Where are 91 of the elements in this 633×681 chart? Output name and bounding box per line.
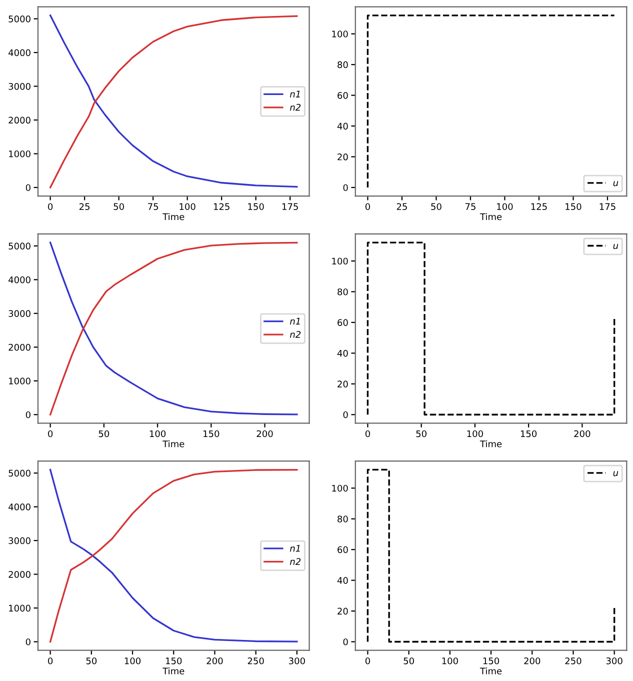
x-tick-label: 50 — [86, 657, 97, 664]
y-tick-label: 3000 — [8, 537, 30, 544]
y-tick-label: 100 — [332, 484, 348, 492]
y-tick-label: 40 — [337, 350, 348, 357]
x-tick-label: 25 — [396, 203, 407, 210]
y-tick-label: 2000 — [8, 116, 30, 124]
x-tick-label: 100 — [150, 430, 166, 438]
y-tick-label: 80 — [338, 61, 348, 68]
x-axis-title: Time — [480, 667, 502, 674]
x-tick-label: 300 — [289, 657, 305, 664]
x-tick-label: 0 — [48, 430, 53, 438]
x-tick-label: 150 — [566, 203, 582, 210]
x-tick-label: 100 — [467, 430, 483, 438]
legend-label: n2 — [290, 558, 301, 565]
legend-label: n1 — [290, 90, 300, 98]
y-tick-label: 4000 — [8, 49, 30, 56]
legend-label: n1 — [290, 545, 300, 552]
x-tick-label: 250 — [248, 657, 264, 664]
y-tick-label: 0 — [343, 184, 348, 192]
y-tick-label: 5000 — [8, 242, 30, 250]
x-tick-label: 125 — [214, 203, 230, 210]
y-tick-label: 100 — [332, 30, 348, 38]
x-tick-label: 0 — [365, 657, 370, 664]
x-tick-label: 150 — [166, 657, 182, 664]
y-tick-label: 20 — [338, 608, 348, 615]
y-tick-label: 20 — [338, 153, 348, 160]
y-tick-label: 80 — [338, 288, 348, 296]
x-tick-label: 175 — [282, 203, 298, 210]
y-tick-label: 60 — [338, 319, 348, 326]
x-tick-label: 300 — [606, 657, 622, 664]
x-tick-label: 200 — [206, 657, 223, 664]
y-tick-label: 4000 — [8, 276, 30, 284]
y-tick-label: 3000 — [8, 310, 30, 317]
x-tick-label: 150 — [248, 203, 264, 210]
y-tick-label: 0 — [26, 638, 30, 646]
text: u — [613, 244, 618, 250]
y-tick-label: 5000 — [8, 16, 30, 22]
x-tick-label: 50 — [404, 657, 414, 664]
x-tick-label: 175 — [600, 203, 616, 210]
y-tick-label: 1000 — [9, 150, 30, 158]
x-tick-label: 0 — [48, 657, 53, 664]
x-tick-label: 100 — [124, 657, 141, 664]
x-tick-label: 150 — [204, 430, 220, 438]
legend-label: n2 — [290, 331, 301, 338]
x-tick-label: 0 — [365, 430, 370, 438]
x-tick-label: 0 — [48, 203, 53, 210]
x-tick-label: 75 — [465, 203, 476, 210]
y-tick-label: 60 — [338, 92, 348, 99]
x-tick-label: 150 — [483, 657, 500, 664]
y-tick-label: 5000 — [8, 470, 30, 477]
y-tick-label: 3000 — [8, 82, 30, 90]
x-tick-label: 100 — [180, 203, 196, 210]
x-axis-title: Time — [162, 440, 184, 448]
x-tick-label: 200 — [256, 430, 273, 438]
x-tick-label: 100 — [442, 657, 458, 664]
y-tick-label: 100 — [332, 258, 348, 265]
y-tick-label: 4000 — [8, 504, 30, 510]
y-tick-label: 40 — [337, 122, 348, 130]
x-axis-title: Time — [480, 440, 502, 448]
x-tick-label: 50 — [98, 430, 110, 438]
y-tick-label: 60 — [338, 546, 348, 554]
x-tick-label: 0 — [365, 203, 370, 210]
y-tick-label: 0 — [343, 411, 348, 418]
x-tick-label: 75 — [148, 203, 158, 210]
x-axis-title: Time — [162, 213, 184, 220]
legend-label: n1 — [290, 318, 300, 324]
x-tick-label: 150 — [520, 430, 537, 438]
y-tick-label: 20 — [338, 380, 348, 388]
y-tick-label: 2000 — [8, 344, 30, 351]
x-tick-label: 200 — [574, 430, 590, 438]
x-tick-label: 125 — [531, 203, 547, 210]
x-tick-label: 50 — [114, 203, 124, 210]
y-tick-label: 2000 — [8, 571, 30, 578]
y-tick-label: 80 — [338, 516, 348, 522]
x-axis-title: Time — [480, 213, 502, 220]
x-tick-label: 50 — [431, 203, 442, 210]
legend-label: u — [613, 471, 618, 476]
legend-label: n2 — [290, 104, 301, 111]
y-tick-label: 0 — [26, 411, 30, 418]
y-tick-label: 0 — [26, 184, 30, 192]
x-tick-label: 100 — [497, 203, 513, 210]
y-tick-label: 40 — [337, 577, 348, 584]
x-tick-label: 50 — [416, 430, 426, 438]
x-tick-label: 250 — [565, 657, 582, 664]
x-tick-label: 200 — [524, 657, 540, 664]
y-tick-label: 1000 — [9, 604, 30, 612]
y-tick-label: 0 — [343, 638, 348, 646]
x-axis-title: Time — [162, 667, 184, 674]
y-tick-label: 1000 — [9, 378, 30, 384]
x-tick-label: 25 — [79, 203, 90, 210]
legend-label: u — [613, 181, 618, 186]
